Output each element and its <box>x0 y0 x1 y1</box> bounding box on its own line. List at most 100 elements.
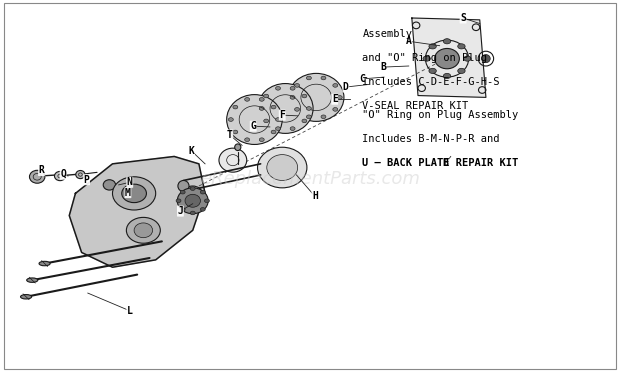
Ellipse shape <box>39 261 50 266</box>
Ellipse shape <box>264 119 268 123</box>
Ellipse shape <box>275 127 280 131</box>
Ellipse shape <box>290 127 295 131</box>
Ellipse shape <box>200 208 205 211</box>
Ellipse shape <box>177 188 208 214</box>
Ellipse shape <box>306 115 311 119</box>
Text: Q: Q <box>60 169 66 179</box>
Ellipse shape <box>257 84 313 134</box>
Ellipse shape <box>180 208 185 211</box>
Ellipse shape <box>259 138 264 141</box>
Ellipse shape <box>435 48 459 69</box>
Ellipse shape <box>104 180 115 190</box>
Ellipse shape <box>288 73 344 121</box>
Ellipse shape <box>290 86 295 90</box>
Text: L: L <box>127 306 133 316</box>
Ellipse shape <box>184 186 202 201</box>
Ellipse shape <box>200 190 205 194</box>
Ellipse shape <box>245 97 250 101</box>
Text: P: P <box>84 175 89 185</box>
Text: D: D <box>343 82 348 92</box>
Ellipse shape <box>190 211 195 215</box>
Ellipse shape <box>264 94 268 98</box>
Ellipse shape <box>321 76 326 80</box>
Ellipse shape <box>275 86 280 90</box>
Ellipse shape <box>112 177 156 210</box>
Ellipse shape <box>275 118 280 121</box>
Text: E: E <box>332 94 338 104</box>
Ellipse shape <box>190 187 195 190</box>
Ellipse shape <box>126 217 161 243</box>
Ellipse shape <box>464 56 471 61</box>
Ellipse shape <box>259 107 264 110</box>
Text: Assembly: Assembly <box>363 29 412 39</box>
Text: Includes B-M-N-P-R and: Includes B-M-N-P-R and <box>363 134 500 144</box>
Ellipse shape <box>227 94 282 144</box>
Text: A: A <box>406 36 412 46</box>
Ellipse shape <box>271 105 276 109</box>
Polygon shape <box>69 157 205 267</box>
Text: and "O" Ring on Plug: and "O" Ring on Plug <box>363 53 487 63</box>
Text: N: N <box>127 177 133 187</box>
Text: B: B <box>380 62 386 72</box>
Ellipse shape <box>55 171 66 181</box>
Text: C: C <box>360 74 365 84</box>
Text: R: R <box>38 166 45 176</box>
Ellipse shape <box>429 68 436 74</box>
Text: G: G <box>250 121 256 131</box>
Ellipse shape <box>482 55 490 62</box>
Text: Includes C-D-E-F-G-H-S: Includes C-D-E-F-G-H-S <box>363 77 500 87</box>
Ellipse shape <box>30 170 45 183</box>
Text: V-SEAL REPAIR KIT: V-SEAL REPAIR KIT <box>363 101 469 111</box>
Ellipse shape <box>122 184 146 203</box>
Ellipse shape <box>27 278 38 282</box>
Ellipse shape <box>321 115 326 119</box>
Text: eReplacementParts.com: eReplacementParts.com <box>200 170 420 187</box>
Ellipse shape <box>302 119 307 123</box>
Ellipse shape <box>180 190 185 194</box>
Ellipse shape <box>233 105 238 109</box>
Text: U – BACK PLATE REPAIR KIT: U – BACK PLATE REPAIR KIT <box>363 158 519 168</box>
Ellipse shape <box>178 180 189 192</box>
Ellipse shape <box>306 76 311 80</box>
Ellipse shape <box>294 84 299 87</box>
Text: M: M <box>125 187 131 198</box>
Text: T: T <box>227 130 232 140</box>
Ellipse shape <box>443 73 451 78</box>
Ellipse shape <box>267 155 298 180</box>
Ellipse shape <box>271 130 276 134</box>
Ellipse shape <box>219 148 247 172</box>
Ellipse shape <box>429 44 436 49</box>
Ellipse shape <box>290 96 295 99</box>
Ellipse shape <box>245 138 250 141</box>
Ellipse shape <box>235 144 241 151</box>
Ellipse shape <box>458 68 465 74</box>
Ellipse shape <box>337 96 342 99</box>
Ellipse shape <box>176 199 181 203</box>
Ellipse shape <box>20 295 32 299</box>
Text: F: F <box>279 110 285 120</box>
Ellipse shape <box>333 108 338 111</box>
Ellipse shape <box>306 107 311 110</box>
Ellipse shape <box>228 118 233 121</box>
Ellipse shape <box>302 94 307 98</box>
Text: K: K <box>188 146 195 156</box>
Text: J: J <box>177 206 184 216</box>
Ellipse shape <box>257 147 307 188</box>
Text: S: S <box>460 13 466 23</box>
Ellipse shape <box>259 97 264 101</box>
Polygon shape <box>412 18 486 97</box>
Text: B: B <box>443 158 449 168</box>
Text: H: H <box>312 191 318 201</box>
Ellipse shape <box>294 108 299 111</box>
Text: "O" Ring on Plug Assembly: "O" Ring on Plug Assembly <box>363 110 519 120</box>
Ellipse shape <box>233 130 238 134</box>
Ellipse shape <box>333 84 338 87</box>
Ellipse shape <box>423 56 430 61</box>
Ellipse shape <box>205 199 210 203</box>
Ellipse shape <box>113 189 123 197</box>
Ellipse shape <box>458 44 465 49</box>
Ellipse shape <box>76 170 85 179</box>
Ellipse shape <box>443 39 451 44</box>
Ellipse shape <box>185 194 200 207</box>
Ellipse shape <box>134 223 153 238</box>
